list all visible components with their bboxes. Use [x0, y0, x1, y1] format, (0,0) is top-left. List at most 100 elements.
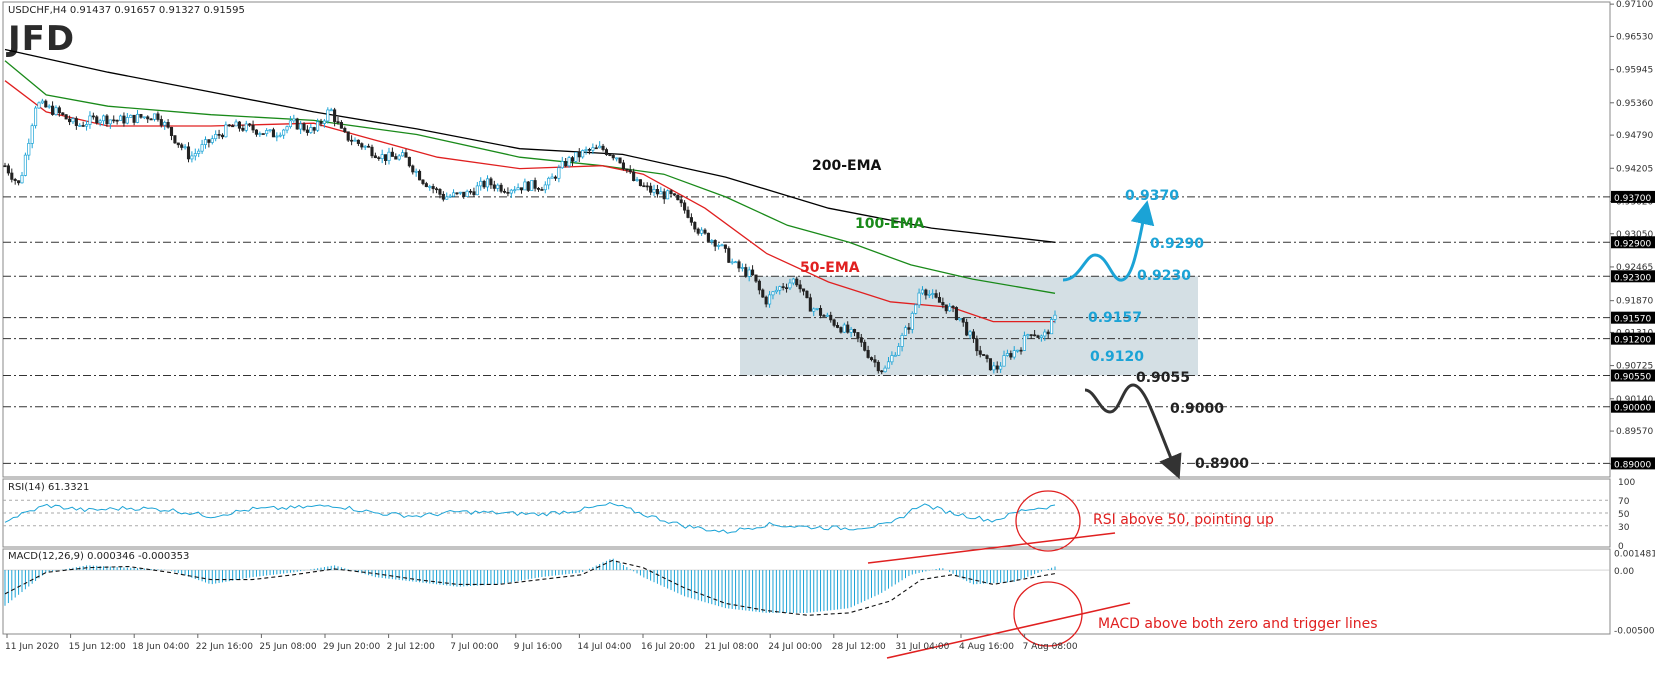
level-price-tag — [1611, 400, 1655, 413]
level-price-tag-text: 0.90000 — [1614, 404, 1651, 414]
candle-body — [873, 359, 877, 363]
candle-body — [897, 346, 901, 356]
candle-body — [662, 191, 666, 200]
level-price-tag-text: 0.92900 — [1614, 239, 1651, 249]
candle-body — [23, 154, 27, 176]
x-tick-label: 28 Jul 12:00 — [832, 642, 886, 652]
candle-body — [129, 114, 133, 118]
candle-body — [492, 184, 496, 189]
candle-body — [560, 161, 564, 169]
candle-body — [186, 146, 191, 160]
level-price-tag — [1611, 369, 1655, 382]
macd-highlight-circle — [1013, 581, 1083, 647]
candle-body — [533, 180, 537, 189]
candle-body — [282, 129, 286, 136]
price-tick-label: 0.93050 — [1616, 230, 1653, 240]
level-price-tag-text: 0.93700 — [1614, 194, 1651, 204]
candle-body — [350, 139, 354, 142]
candle-body — [132, 114, 136, 123]
rsi-note: RSI above 50, pointing up — [1093, 512, 1274, 528]
level-label-9230: 0.9230 — [1137, 268, 1191, 284]
candle-body — [193, 153, 197, 157]
candle-body — [91, 115, 95, 118]
macd-panel-frame — [2, 548, 1611, 635]
candle-body — [20, 175, 24, 184]
candle-body — [669, 190, 673, 195]
candle-body — [808, 297, 812, 312]
candle-body — [598, 145, 602, 149]
candle-body — [322, 120, 326, 124]
candle-body — [217, 133, 221, 136]
candle-body — [849, 329, 853, 333]
candle-body — [632, 171, 636, 181]
candle-body — [214, 133, 218, 140]
candle-body — [842, 324, 846, 333]
macd-signal-line — [4, 559, 1056, 616]
candle-body — [530, 180, 534, 191]
candle-body — [985, 355, 989, 359]
candle-body — [628, 169, 632, 173]
candle-body — [852, 329, 857, 333]
candle-body — [965, 321, 969, 336]
candle-body — [152, 113, 157, 120]
candle-body — [472, 191, 476, 196]
candle-body — [574, 151, 578, 162]
candle-body — [547, 177, 551, 186]
candle-body — [604, 149, 609, 155]
candle-body — [1039, 335, 1043, 338]
rsi-title: RSI(14) 61.3321 — [8, 482, 89, 493]
bullish-scenario-arrow — [1062, 200, 1155, 282]
ema-line-50-ema — [4, 80, 1055, 323]
candle-body — [81, 125, 85, 127]
candle-body — [717, 245, 721, 247]
candle-body — [275, 135, 279, 138]
candle-body — [795, 278, 799, 286]
candle-body — [992, 365, 996, 371]
candle-body — [591, 147, 595, 151]
candle-body — [95, 116, 99, 124]
level-price-tag-text: 0.91200 — [1614, 336, 1651, 346]
candle-body — [917, 292, 921, 306]
candle-body — [642, 185, 646, 188]
candle-body — [988, 358, 992, 371]
candle-body — [68, 118, 72, 123]
candle-body — [1026, 334, 1030, 337]
candle-body — [584, 149, 588, 151]
candle-body — [451, 192, 456, 197]
level-price-tag — [1611, 236, 1655, 249]
candle-body — [540, 189, 544, 191]
candle-body — [778, 286, 782, 291]
candle-body — [190, 155, 194, 160]
candle-body — [564, 161, 568, 167]
level-price-tag — [1611, 332, 1655, 345]
candle-body — [265, 130, 269, 135]
candle-body — [61, 112, 65, 115]
candle-body — [1033, 334, 1037, 337]
candle-body — [903, 327, 908, 336]
candle-body — [801, 288, 806, 292]
candle-body — [224, 124, 228, 138]
candle-body — [1019, 349, 1023, 352]
candle-body — [122, 115, 126, 124]
candle-body — [462, 191, 466, 197]
macd-trendline — [886, 602, 1131, 659]
candle-body — [982, 354, 986, 356]
candle-body — [730, 261, 734, 264]
candle-body — [679, 199, 683, 204]
candle-body — [757, 280, 761, 291]
candle-body — [302, 123, 306, 131]
candle-body — [893, 354, 897, 357]
level-price-tag — [1611, 190, 1655, 203]
rsi-tick-label: 30 — [1618, 523, 1630, 533]
level-price-tag — [1611, 270, 1655, 283]
candle-body — [975, 338, 979, 352]
candle-body — [958, 317, 962, 321]
ema50-label: 50-EMA — [800, 260, 860, 276]
candle-body — [139, 113, 143, 118]
candle-body — [197, 150, 201, 154]
level-price-tag-text: 0.90550 — [1614, 373, 1651, 383]
x-tick-label: 21 Jul 08:00 — [705, 642, 759, 652]
candle-body — [727, 248, 731, 263]
macd-title: MACD(12,26,9) 0.000346 -0.000353 — [8, 551, 189, 562]
candle-body — [672, 193, 676, 196]
